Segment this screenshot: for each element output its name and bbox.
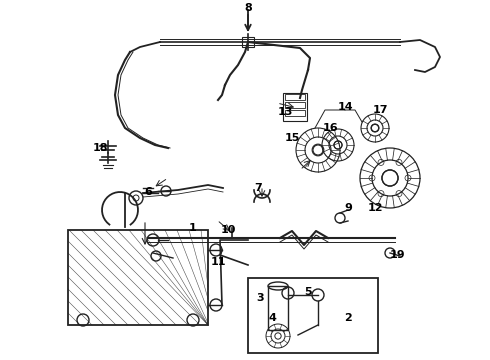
Bar [285,110,305,116]
Text: 17: 17 [372,105,388,115]
Bar [242,37,254,47]
Text: 4: 4 [268,313,276,323]
Text: 12: 12 [367,203,383,213]
Text: 10: 10 [220,225,236,235]
Text: 9: 9 [344,203,352,213]
Text: 13: 13 [277,107,293,117]
Text: 3: 3 [256,293,264,303]
Bar [248,278,378,353]
Text: 7: 7 [254,183,262,193]
Text: 19: 19 [390,250,406,260]
Text: 2: 2 [344,313,352,323]
Text: 18: 18 [92,143,108,153]
Text: 8: 8 [244,3,252,13]
Bar [285,102,305,108]
Bar [285,94,305,100]
Text: 15: 15 [284,133,300,143]
Text: 16: 16 [322,123,338,133]
Text: 1: 1 [189,223,197,233]
Text: 5: 5 [304,287,312,297]
Bar [268,286,288,330]
Text: 6: 6 [144,187,152,197]
Bar [68,230,208,325]
Bar [283,93,307,121]
Text: 11: 11 [210,257,226,267]
Text: 14: 14 [337,102,353,112]
